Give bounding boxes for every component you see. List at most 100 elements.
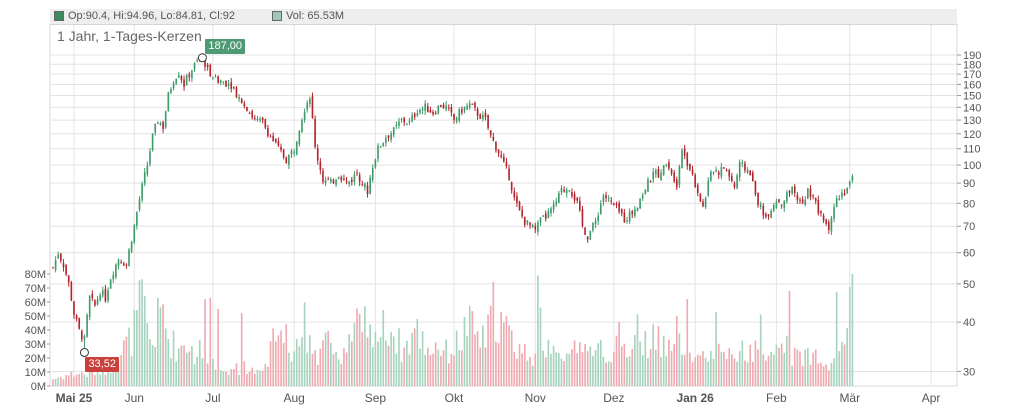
price-tick-label: 70 (963, 221, 975, 233)
volume-bar (133, 309, 136, 386)
volume-bar (101, 368, 104, 386)
candle-body (662, 165, 665, 175)
volume-bar (340, 363, 343, 386)
candle-body (290, 150, 293, 155)
candle-body (537, 222, 539, 232)
volume-bar (851, 274, 854, 386)
volume-bar (636, 314, 639, 386)
candle-body (230, 82, 233, 89)
candle-body (744, 163, 746, 171)
volume-bar (290, 361, 293, 386)
volume-bar (175, 361, 178, 386)
candle-body (374, 159, 377, 168)
volume-bar (206, 363, 209, 386)
volume-bar (261, 370, 264, 386)
time-tick-label: Nov (525, 391, 546, 405)
candle-body (757, 192, 759, 206)
volume-bar (487, 314, 489, 386)
candle-body (841, 192, 843, 198)
volume-tick-label: 20M (25, 353, 46, 365)
volume-bar (552, 345, 555, 386)
low-marker-circle (79, 347, 89, 357)
candle-body (560, 188, 563, 193)
volume-tick-label: 60M (25, 297, 46, 309)
volume-bar (558, 353, 560, 386)
candle-body (52, 267, 54, 269)
volume-bar (109, 372, 112, 386)
volume-bar (164, 328, 167, 386)
candle-body (699, 193, 702, 202)
candle-body (86, 315, 88, 337)
candle-body (57, 254, 60, 259)
candle-body (825, 219, 828, 224)
candle-body (146, 165, 149, 175)
volume-bar (385, 340, 387, 386)
candle-body (288, 155, 290, 165)
volume-bar (526, 360, 529, 386)
candle-body (259, 118, 261, 121)
volume-bar (122, 340, 125, 386)
candle-body (453, 113, 455, 120)
candle-body (267, 127, 269, 137)
volume-bar (434, 342, 437, 386)
volume-bar (780, 343, 783, 386)
volume-bar (463, 316, 466, 386)
price-tick-label: 140 (963, 102, 981, 114)
volume-bar (222, 371, 225, 386)
volume-bar (846, 327, 848, 386)
candle-body (780, 204, 783, 206)
candle-body (269, 136, 272, 138)
candle-body (301, 120, 303, 133)
volume-bar (502, 322, 505, 386)
volume-bar (801, 365, 804, 386)
volume-bar (112, 369, 115, 386)
candle-body (683, 148, 686, 156)
candle-body (212, 77, 214, 79)
price-tick-label: 190 (963, 50, 981, 62)
volume-bar (73, 376, 75, 386)
volume-bar (691, 362, 694, 386)
candle-body (60, 253, 62, 261)
candle-body (814, 197, 817, 201)
volume-bar (796, 349, 799, 386)
candle-body (623, 212, 626, 223)
candle-body (172, 83, 175, 89)
volume-bar (848, 286, 851, 386)
candle-body (298, 131, 301, 145)
candle-body (710, 171, 712, 181)
volume-bar (251, 367, 254, 386)
volume-bar (647, 357, 649, 386)
candle-body (791, 186, 793, 194)
candle-body (573, 193, 576, 201)
candle-body (628, 211, 631, 222)
volume-bar (518, 344, 521, 386)
volume-bar (686, 299, 689, 386)
candle-body (75, 315, 78, 319)
volume-bar (820, 362, 822, 386)
candle-body (382, 142, 385, 146)
candle-body (822, 215, 825, 221)
volume-bar (337, 359, 340, 386)
candle-body (324, 180, 327, 183)
volume-bar (209, 297, 212, 386)
volume-bar (240, 313, 243, 386)
candle-body (403, 118, 406, 123)
candle-body (474, 102, 476, 108)
volume-bar (531, 365, 534, 386)
candle-body (306, 103, 309, 110)
volume-bar (272, 328, 274, 386)
volume-bar (303, 302, 306, 386)
volume-bar (542, 350, 544, 386)
time-tick-label: Jan 26 (676, 391, 714, 405)
candle-body (455, 117, 458, 122)
candle-body (550, 208, 552, 214)
price-tick-label: 110 (963, 144, 981, 156)
candle-body (256, 118, 259, 120)
candle-body (466, 105, 468, 110)
volume-legend: Vol: 65.53M (272, 10, 344, 22)
candle-body (510, 182, 513, 191)
volume-bar (809, 364, 812, 386)
volume-bar (233, 369, 235, 386)
candle-body (715, 170, 717, 172)
